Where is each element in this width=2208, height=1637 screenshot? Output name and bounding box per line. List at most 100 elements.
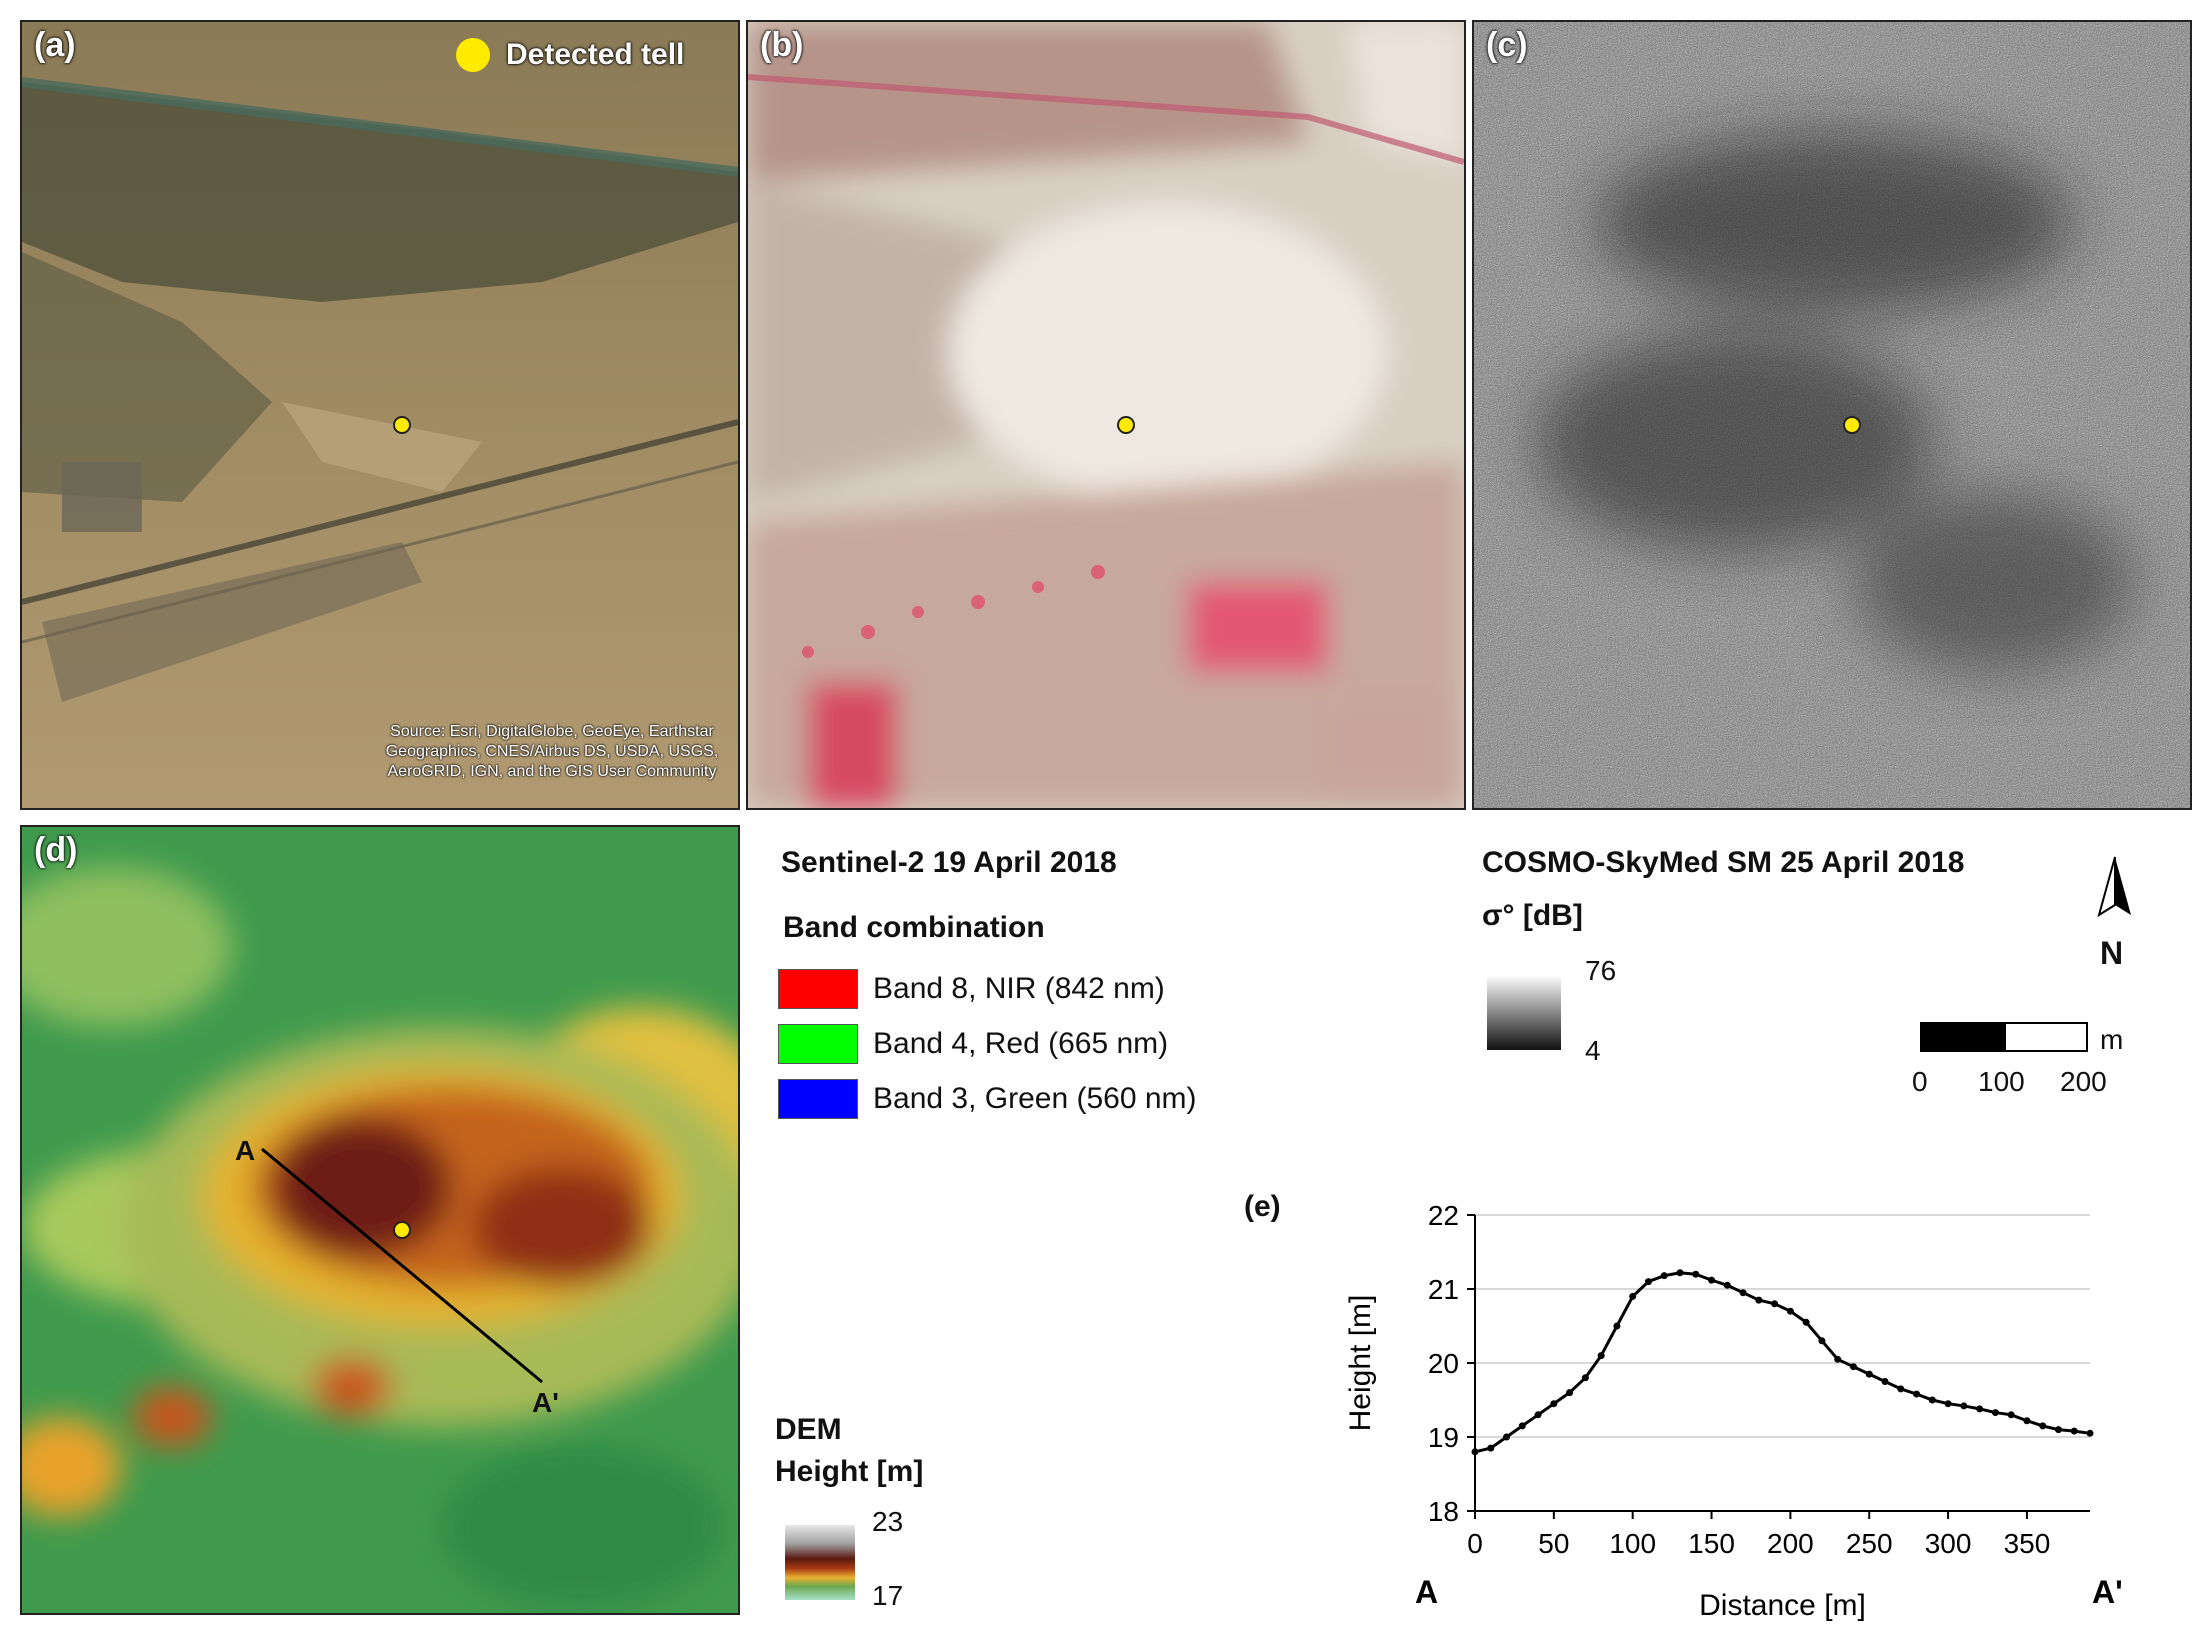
- dem-image: [22, 827, 738, 1613]
- profile-point: [1518, 1422, 1526, 1430]
- x-end-label: A': [2092, 1574, 2123, 1610]
- dem-colorbar: [785, 1525, 855, 1600]
- tell-marker-c: [1843, 416, 1861, 434]
- band3-label: Band 3, Green (560 nm): [873, 1082, 1197, 1115]
- profile-point: [1755, 1296, 1763, 1304]
- band3-swatch: [778, 1079, 858, 1119]
- tell-marker-a: [393, 416, 411, 434]
- profile-point: [1849, 1363, 1857, 1371]
- tell-marker-b: [1117, 416, 1135, 434]
- dem-legend-title: DEM: [775, 1413, 842, 1446]
- sentinel-image: [748, 22, 1464, 808]
- profile-point: [1676, 1269, 1684, 1277]
- profile-point: [1644, 1278, 1652, 1286]
- sar-legend-unit: σ° [dB]: [1482, 899, 1583, 932]
- profile-point: [1581, 1374, 1589, 1382]
- profile-point: [1802, 1318, 1810, 1326]
- north-arrow-icon: [2097, 856, 2131, 918]
- panel-b-sentinel: (b): [746, 20, 1466, 810]
- profile-point: [1708, 1276, 1716, 1284]
- sentinel-legend-title: Sentinel-2 19 April 2018: [781, 846, 1117, 879]
- sar-image: [1474, 22, 2190, 808]
- panel-e-label: (e): [1244, 1190, 1281, 1223]
- profile-point: [1566, 1389, 1574, 1397]
- profile-point: [2007, 1411, 2015, 1419]
- satellite-image: [22, 22, 738, 808]
- profile-point: [1913, 1390, 1921, 1398]
- x-tick-label: 0: [1467, 1528, 1483, 1559]
- profile-point: [1613, 1322, 1621, 1330]
- panel-b-label: (b): [760, 26, 804, 64]
- source-attribution: Source: Esri, DigitalGlobe, GeoEye, Eart…: [385, 723, 719, 780]
- panel-a-label: (a): [34, 26, 76, 64]
- profile-point: [1786, 1307, 1794, 1315]
- profile-point: [1692, 1270, 1700, 1278]
- x-tick-label: 350: [2004, 1528, 2051, 1559]
- profile-point: [2023, 1417, 2031, 1425]
- x-tick-label: 50: [1538, 1528, 1569, 1559]
- detected-tell-legend-label: Detected tell: [506, 38, 685, 71]
- band8-swatch: [778, 969, 858, 1009]
- profile-line: [1474, 1271, 2091, 1454]
- profile-point: [1944, 1400, 1952, 1408]
- profile-point: [1771, 1300, 1779, 1308]
- profile-point: [1881, 1378, 1889, 1385]
- profile-point: [2070, 1427, 2078, 1435]
- profile-point: [2086, 1429, 2094, 1437]
- sar-colorbar: [1487, 975, 1561, 1050]
- profile-point: [1487, 1444, 1495, 1452]
- y-tick-label: 21: [1428, 1274, 1459, 1305]
- x-start-label: A: [1415, 1574, 1438, 1610]
- profile-point: [1597, 1352, 1605, 1360]
- y-tick-label: 18: [1428, 1496, 1459, 1527]
- profile-start-label: A: [235, 1135, 256, 1166]
- x-tick-label: 300: [1925, 1528, 1972, 1559]
- dem-legend-max: 23: [872, 1506, 904, 1537]
- dem-legend-subtitle: Height [m]: [775, 1455, 924, 1488]
- profile-point: [1534, 1411, 1542, 1419]
- x-tick-label: 250: [1846, 1528, 1893, 1559]
- profile-point: [1865, 1370, 1873, 1378]
- panel-c-label: (c): [1486, 26, 1528, 64]
- elevation-profile-chart: 18 19 20 21 22 0 50 100 150 200 250 300 350 Distance …: [1344, 1200, 2123, 1622]
- profile-point: [1976, 1405, 1984, 1413]
- panel-d-dem: (d) A A': [20, 825, 740, 1615]
- profile-end-label: A': [532, 1387, 559, 1418]
- profile-point: [1928, 1396, 1936, 1404]
- profile-point: [1471, 1448, 1479, 1456]
- profile-point: [1550, 1400, 1558, 1408]
- tell-marker-d: [393, 1221, 411, 1239]
- panel-c-sar: (c): [1472, 20, 2192, 810]
- scale-bar-label-200: 200: [2060, 1066, 2107, 1097]
- sar-legend-title: COSMO-SkyMed SM 25 April 2018: [1482, 846, 1965, 879]
- profile-point: [1897, 1385, 1905, 1393]
- panel-a-satellite: (a) Detected tell Source: Esri, DigitalG…: [20, 20, 740, 810]
- profile-point: [1660, 1272, 1668, 1280]
- y-tick-label: 19: [1428, 1422, 1459, 1453]
- y-axis-label: Height [m]: [1344, 1295, 1377, 1432]
- y-tick-label: 22: [1428, 1200, 1459, 1231]
- sar-legend-max: 76: [1585, 955, 1617, 986]
- band4-label: Band 4, Red (665 nm): [873, 1027, 1169, 1060]
- detected-tell-legend-marker: [456, 38, 490, 72]
- x-tick-label: 150: [1688, 1528, 1735, 1559]
- band4-swatch: [778, 1024, 858, 1064]
- scale-bar-label-0: 0: [1912, 1066, 1928, 1097]
- profile-point: [2039, 1422, 2047, 1430]
- sentinel-legend-subtitle: Band combination: [783, 911, 1045, 944]
- profile-point: [1818, 1337, 1826, 1345]
- y-tick-label: 20: [1428, 1348, 1459, 1379]
- profile-point: [1723, 1281, 1731, 1289]
- profile-point: [1991, 1409, 1999, 1417]
- x-tick-label: 200: [1767, 1528, 1814, 1559]
- scale-bar: [1920, 1022, 2088, 1052]
- north-arrow-label: N: [2100, 935, 2124, 971]
- panel-d-label: (d): [34, 831, 78, 869]
- profile-point: [1739, 1289, 1747, 1297]
- scale-bar-label-100: 100: [1978, 1066, 2025, 1097]
- profile-point: [1503, 1433, 1511, 1441]
- dem-legend-min: 17: [872, 1580, 904, 1611]
- profile-point: [2054, 1426, 2062, 1434]
- profile-point: [1960, 1402, 1968, 1410]
- profile-point: [1834, 1355, 1842, 1363]
